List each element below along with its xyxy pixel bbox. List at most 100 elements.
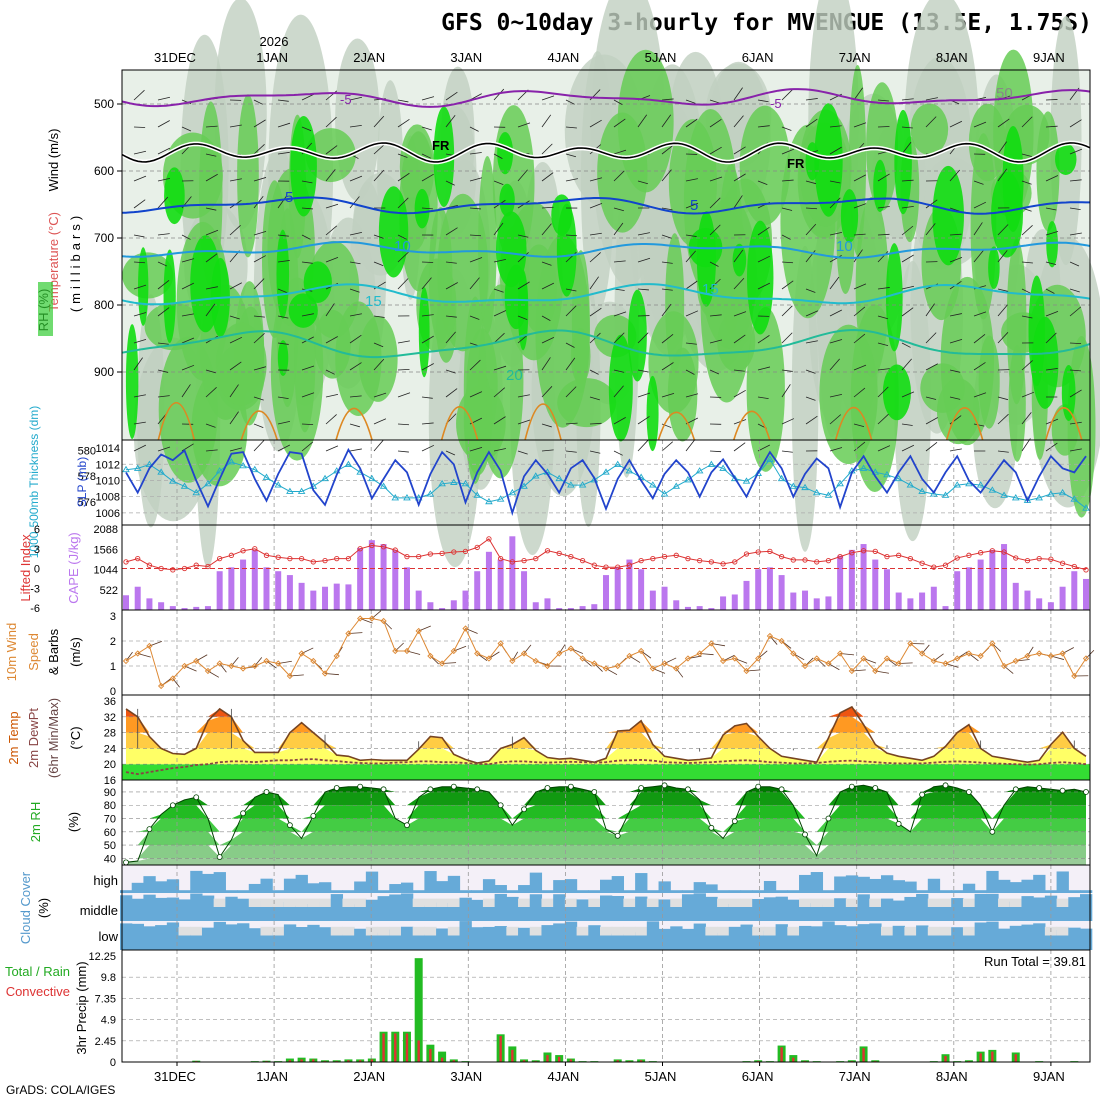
cloud-cover-bar	[389, 894, 402, 921]
cloud-cover-bar	[424, 905, 437, 921]
wind-speed-point	[790, 650, 797, 657]
thickness-point	[531, 472, 540, 479]
wind-barb	[301, 261, 313, 264]
rh-band-fill	[126, 858, 1086, 865]
wind-speed-point	[1036, 650, 1043, 657]
wind-barb	[445, 369, 456, 374]
wind-barb	[925, 97, 938, 101]
cloud-gap	[377, 926, 390, 936]
lifted-index-point	[568, 554, 574, 560]
wind-barb	[397, 423, 410, 426]
y-tick-label: 0	[110, 1057, 116, 1069]
cape-bar	[1071, 571, 1078, 610]
wind-barb	[733, 249, 744, 263]
cape-bar	[778, 575, 785, 610]
wind-barb	[781, 305, 793, 317]
wind-barb	[877, 315, 889, 320]
wind-speed-point	[146, 642, 153, 650]
wind-barb	[157, 96, 171, 101]
wind-barb	[1069, 207, 1081, 210]
x-tick-label-bottom: 4JAN	[548, 1069, 580, 1084]
wind-barb	[901, 391, 915, 398]
cloud-cover-bar	[869, 878, 882, 893]
cloud-cover-bar	[763, 897, 777, 921]
wind-barb	[157, 196, 169, 209]
wind-barb	[589, 396, 600, 401]
wind-barb	[637, 369, 649, 373]
cloud-gap	[600, 926, 613, 936]
wind-barb	[877, 368, 890, 371]
cloud-cover-bar	[166, 897, 180, 921]
rh-point	[216, 854, 223, 860]
wind-barb	[997, 304, 1008, 317]
wind-barb	[949, 207, 960, 212]
wind-barb	[613, 260, 626, 263]
temp-contour-25	[1045, 407, 1083, 441]
wind-barb	[853, 364, 867, 371]
wind-barb	[877, 251, 889, 263]
precip-convective-bar	[616, 1060, 619, 1062]
wind-barb	[1021, 412, 1032, 425]
cloud-cover-bar	[506, 890, 519, 893]
thickness-point	[953, 481, 962, 488]
wind-barb	[757, 125, 770, 128]
wind-barb	[445, 261, 457, 264]
y-tick-label: 80	[104, 800, 116, 812]
wind-barb	[757, 366, 771, 371]
cloud-cover-bar	[1080, 894, 1093, 921]
cloud-cover-bar	[576, 933, 589, 950]
cloud-cover-bar	[272, 932, 285, 950]
wind-barb	[157, 446, 171, 452]
cloud-gap	[436, 898, 449, 907]
temp-contour-10	[121, 241, 1091, 259]
wind-barb	[853, 283, 867, 290]
cloud-cover-bar	[681, 928, 695, 950]
wind-barb	[949, 396, 961, 400]
wind-barb	[493, 258, 507, 263]
wind-barb	[709, 369, 720, 375]
wind-barb	[637, 332, 649, 344]
thickness-point	[719, 464, 727, 471]
y-tick-label-left: -3	[30, 583, 40, 595]
wind-barb	[925, 303, 935, 317]
wind-speed-point	[813, 655, 820, 662]
lifted-index-point	[369, 542, 375, 549]
rh-point	[848, 783, 855, 790]
thickness-point	[613, 460, 622, 467]
thickness-point	[941, 491, 950, 498]
axis-label-thickness: 1000-500mb Thickness (dm)	[27, 406, 41, 559]
cloud-cover-bar	[693, 882, 706, 893]
wind-barb	[805, 98, 818, 101]
wind-barb	[949, 169, 961, 182]
wind-barb	[733, 419, 747, 425]
cloud-cover-bar	[611, 876, 625, 893]
wind-barb	[805, 396, 816, 401]
thickness-line	[125, 458, 1087, 509]
axis-label-2m-dewpt: 2m DewPt	[26, 708, 41, 768]
wind-barb	[277, 99, 289, 102]
wind-barb	[997, 450, 1009, 453]
lifted-index-point	[380, 544, 387, 550]
rh-point	[638, 785, 645, 791]
wind-barb	[133, 339, 147, 344]
temp-contour-25	[157, 402, 196, 441]
x-tick-label-top: 1JAN	[256, 50, 288, 65]
wind-barb	[133, 394, 146, 398]
cape-bar	[134, 586, 141, 610]
wind-speed-point	[181, 662, 188, 670]
rh-high-patch	[988, 246, 1000, 290]
x-tick-label-bottom: 6JAN	[742, 1069, 774, 1084]
cloud-cover-bar	[845, 905, 859, 921]
wind-barb	[301, 126, 312, 132]
lifted-index-point	[954, 555, 960, 561]
cloud-gap	[670, 898, 683, 907]
cloud-cover-bar	[237, 898, 250, 921]
wind-speed-point	[1000, 662, 1008, 670]
wind-barb	[493, 416, 506, 425]
wind-barb	[349, 175, 363, 182]
cape-bar	[907, 598, 914, 610]
cape-bar	[813, 598, 820, 610]
wind-speed-point	[591, 660, 598, 667]
thickness-point	[496, 495, 505, 502]
rh-band-fill	[126, 831, 1086, 846]
